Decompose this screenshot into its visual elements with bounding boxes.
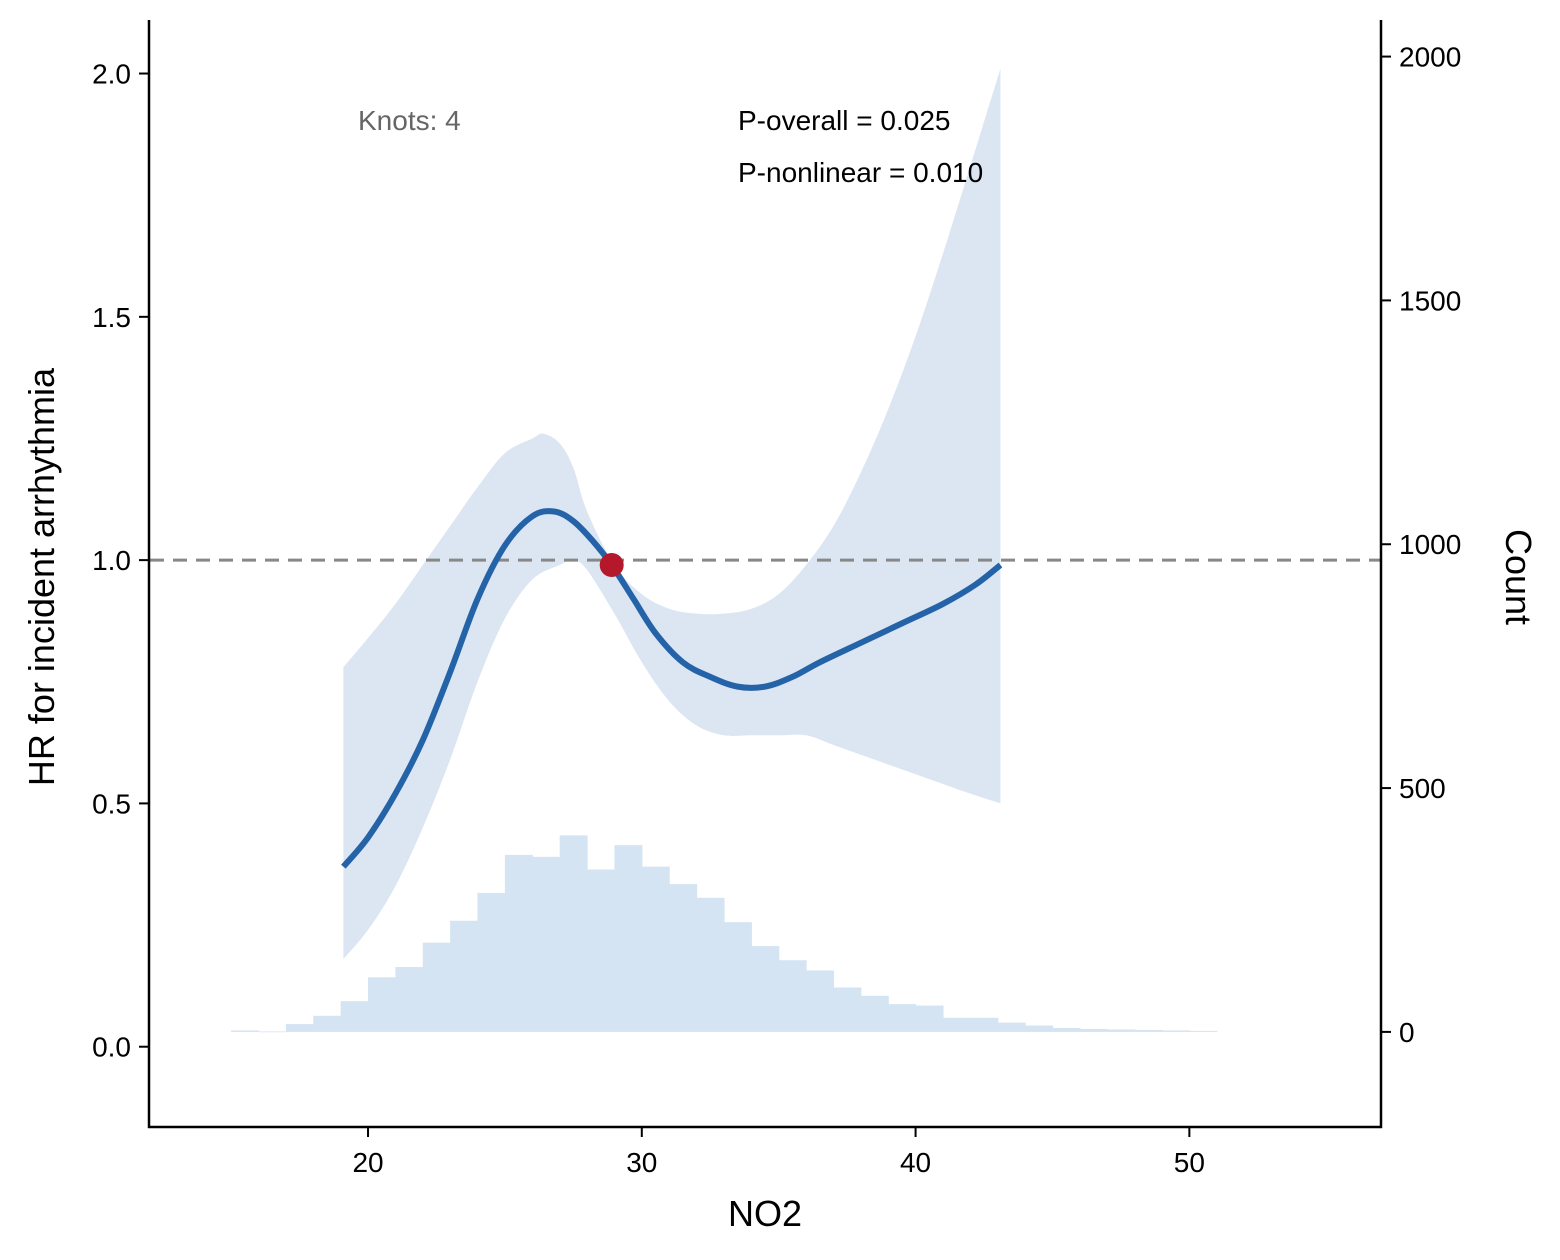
histogram-bar	[997, 1022, 1026, 1032]
histogram-bar	[833, 987, 862, 1032]
histogram-bar	[1079, 1028, 1108, 1032]
histogram-bar	[1189, 1030, 1218, 1032]
histogram-bar	[422, 942, 451, 1032]
histogram-bar	[340, 1001, 369, 1032]
hr-curve	[341, 508, 1003, 869]
x-axis-ticks: 20 30 40 50	[352, 1127, 1205, 1178]
y-axis-title: HR for incident arrhythmia	[21, 367, 62, 786]
y-right-tick-label: 500	[1399, 773, 1446, 804]
histogram-bar	[641, 866, 670, 1032]
confidence-band	[343, 68, 1001, 960]
histogram-bar	[559, 835, 588, 1032]
y-right-axis-title: Count	[1498, 529, 1539, 625]
histogram-bar	[532, 856, 561, 1032]
histogram-bar	[231, 1030, 260, 1032]
y-tick-label: 1.0	[92, 545, 131, 576]
histogram-bar	[395, 967, 424, 1032]
y-axis-ticks: 0.0 0.5 1.0 1.5 2.0	[92, 59, 149, 1063]
histogram-bar	[313, 1015, 342, 1032]
knots-annotation: Knots: 4	[358, 105, 461, 136]
histogram-bar	[915, 1005, 944, 1032]
p-nonlinear-annotation: P-nonlinear = 0.010	[738, 157, 983, 188]
histogram-bar	[285, 1024, 314, 1032]
histogram-bar	[1025, 1025, 1054, 1032]
x-tick-label: 50	[1174, 1147, 1205, 1178]
plot-area	[150, 68, 1380, 1033]
y-right-tick-label: 1500	[1399, 285, 1461, 316]
x-tick-label: 20	[352, 1147, 383, 1178]
x-tick-label: 40	[900, 1147, 931, 1178]
histogram-bar	[860, 995, 889, 1032]
histogram-bar	[1052, 1028, 1081, 1032]
histogram-bar	[970, 1017, 999, 1032]
histogram-bar	[450, 920, 479, 1032]
axes: 20 30 40 50 0.0 0.5 1.0 1.5 2.0 0 500 1000 1500 200…	[92, 20, 1461, 1178]
y-right-tick-label: 2000	[1399, 42, 1461, 73]
histogram-bar	[504, 854, 533, 1032]
histogram-bar	[888, 1004, 917, 1032]
y-tick-label: 0.0	[92, 1032, 131, 1063]
histogram-bar	[806, 970, 835, 1032]
y-right-axis-ticks: 0 500 1000 1500 2000	[1381, 42, 1461, 1048]
histogram-bar	[587, 869, 616, 1032]
histogram-bar	[696, 897, 725, 1032]
histogram-bar	[942, 1017, 971, 1032]
histogram-bar	[669, 884, 698, 1032]
histogram-bar	[258, 1031, 287, 1033]
histogram-bar	[368, 977, 396, 1032]
reference-point	[599, 552, 624, 577]
histogram-bar	[614, 845, 643, 1032]
histogram-bar	[477, 892, 506, 1032]
y-tick-label: 2.0	[92, 59, 131, 90]
histogram-bar	[723, 922, 752, 1032]
y-right-tick-label: 0	[1399, 1017, 1415, 1048]
y-right-tick-label: 1000	[1399, 529, 1461, 560]
histogram	[231, 835, 1218, 1033]
histogram-bar	[1161, 1030, 1190, 1032]
y-tick-label: 1.5	[92, 302, 131, 333]
p-overall-annotation: P-overall = 0.025	[738, 105, 950, 136]
y-tick-label: 0.5	[92, 788, 131, 819]
x-tick-label: 30	[626, 1147, 657, 1178]
histogram-bar	[751, 946, 780, 1032]
histogram-bar	[778, 960, 807, 1032]
histogram-bar	[1107, 1029, 1136, 1032]
histogram-bar	[1134, 1029, 1163, 1032]
x-axis-title: NO2	[728, 1193, 802, 1234]
